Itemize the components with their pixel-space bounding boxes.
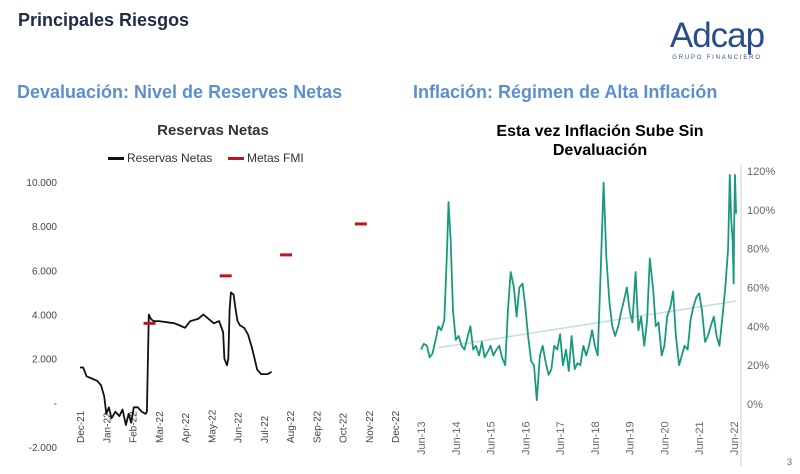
inflation-xtick-label: Jun-20 — [659, 421, 671, 455]
reserves-xtick-label: Oct-22 — [339, 413, 350, 443]
inflation-chart-title: Esta vez Inflación Sube Sin Devaluación — [440, 122, 760, 160]
inflation-xtick-label: Jun-21 — [694, 421, 706, 455]
inflation-xtick-label: Jun-16 — [520, 421, 532, 455]
left-section-heading: Devaluación: Nivel de Reserves Netas — [17, 82, 343, 102]
logo-subtitle: GRUPO FINANCIERO — [672, 55, 762, 61]
inflation-xtick-label: Jun-17 — [555, 421, 567, 455]
reserves-chart-title: Reservas Netas — [157, 122, 269, 139]
reserves-xtick-label: Sep-22 — [312, 410, 323, 443]
inflation-xtick-label: Jun-18 — [590, 421, 602, 455]
legend-swatch-reserves — [108, 157, 124, 161]
reserves-ytick-label: - — [54, 399, 57, 410]
reserves-ytick-label: 4.000 — [32, 311, 57, 322]
reserves-xtick-label: Nov-22 — [365, 410, 376, 443]
inflation-ytick-label: 120% — [747, 166, 775, 178]
legend-label-reserves: Reservas Netas — [127, 151, 213, 165]
adcap-logo: Adcap GRUPO FINANCIERO — [652, 16, 782, 62]
reserves-xtick-label: May-22 — [207, 409, 218, 443]
inflation-chart: 0% 20% 40% 60% 80% 100% 120% Jun-13 Jun-14 Jun-15… — [416, 165, 775, 466]
reserves-xtick-label: Jul-22 — [260, 415, 271, 443]
legend-label-imf: Metas FMI — [247, 151, 304, 165]
inflation-ytick-label: 20% — [747, 360, 769, 372]
legend-imf: Metas FMI — [228, 151, 304, 165]
legend-swatch-imf — [228, 157, 244, 161]
reserves-xtick-label: Aug-22 — [286, 410, 297, 443]
inflation-ytick-label: 80% — [747, 244, 769, 256]
reserves-xtick-label: Dec-22 — [391, 410, 402, 443]
inflation-xtick-label: Jun-15 — [486, 421, 498, 455]
reserves-xtick-label: Dec-21 — [76, 410, 87, 443]
inflation-ytick-label: 60% — [747, 283, 769, 295]
inflation-xtick-label: Jun-13 — [416, 421, 428, 455]
inflation-title-line2: Devaluación — [552, 142, 648, 159]
reserves-xtick-label: Mar-22 — [155, 411, 166, 443]
legend-reserves: Reservas Netas — [108, 151, 212, 165]
inflation-title-line1: Esta vez Inflación Sube Sin — [496, 123, 704, 140]
logo-wordmark: Adcap — [669, 16, 765, 55]
reserves-ytick-label: 2.000 — [32, 355, 57, 366]
inflation-line — [420, 173, 737, 402]
inflation-trend-line — [438, 300, 737, 349]
reserves-ytick-label: 6.000 — [32, 266, 57, 277]
reserves-line — [80, 291, 273, 426]
inflation-xtick-label: Jun-19 — [625, 421, 637, 455]
reserves-xtick-label: Apr-22 — [181, 413, 192, 443]
page-title: Principales Riesgos — [18, 10, 190, 30]
inflation-xtick-label: Jun-22 — [729, 421, 741, 455]
reserves-xtick-label: Jun-22 — [234, 412, 245, 443]
inflation-xtick-label: Jun-14 — [451, 421, 463, 455]
reserves-ytick-label: -2.000 — [29, 443, 58, 454]
reserves-xtick-label: Jan-22 — [102, 412, 113, 443]
inflation-ytick-label: 40% — [747, 321, 769, 333]
inflation-ytick-label: 0% — [747, 399, 763, 411]
right-section-heading: Inflación: Régimen de Alta Inflación — [413, 82, 718, 102]
inflation-ytick-label: 100% — [747, 205, 775, 217]
reserves-xtick-label: Feb-22 — [129, 411, 140, 443]
page-number: 3 — [787, 457, 793, 467]
reserves-ytick-label: 8.000 — [32, 222, 57, 233]
reserves-ytick-label: 10.000 — [26, 178, 57, 189]
